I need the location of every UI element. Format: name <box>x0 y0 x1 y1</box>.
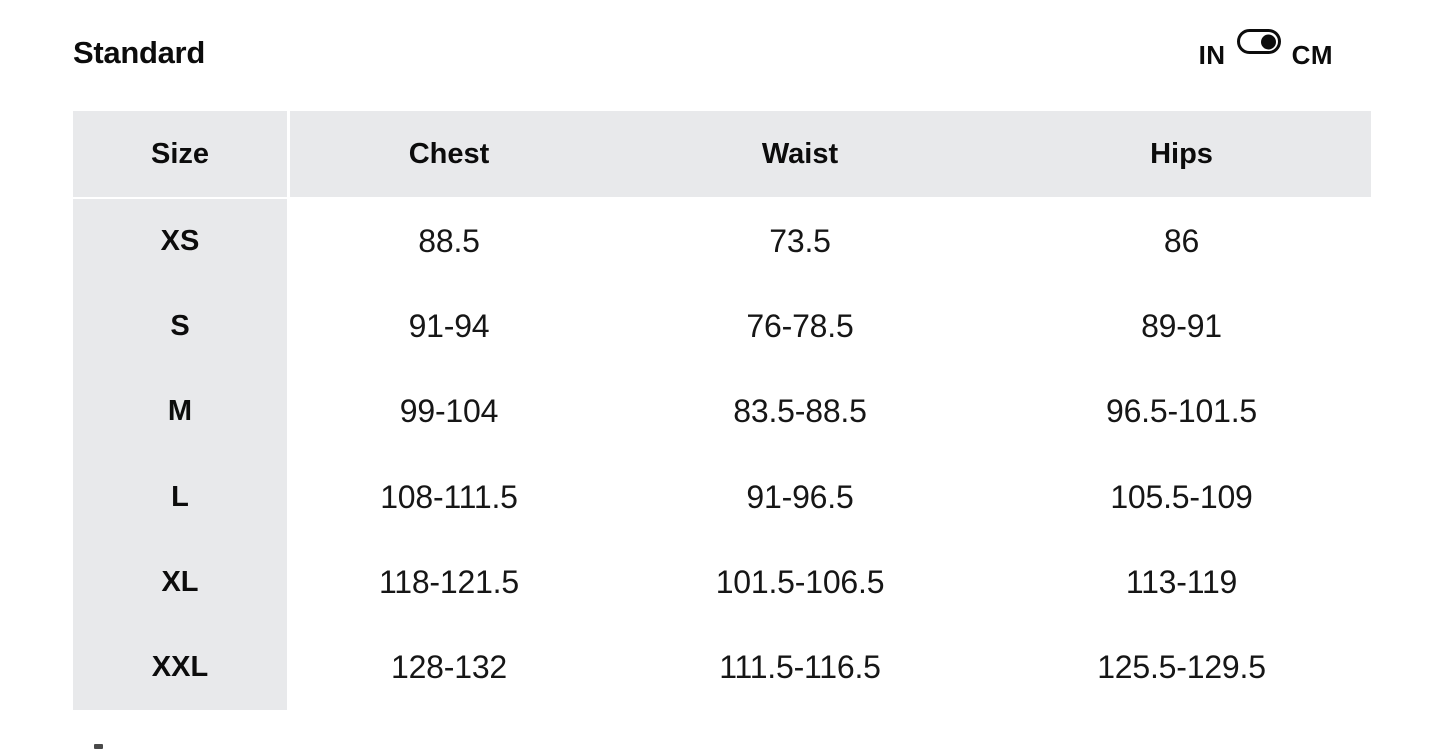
col-header-waist: Waist <box>761 137 839 170</box>
size-label-xxl: XXL <box>151 650 209 683</box>
size-label-l: L <box>171 480 189 513</box>
cell-xxl-chest: 128-132 <box>390 648 508 685</box>
col-header-chest: Chest <box>408 137 490 170</box>
size-label-xs: XS <box>160 225 200 258</box>
cell-s-hips: 89-91 <box>1141 308 1222 345</box>
unit-label-cm[interactable]: CM <box>1291 40 1333 70</box>
unit-label-in[interactable]: IN <box>1198 40 1226 70</box>
cell-xs-chest: 88.5 <box>418 223 480 260</box>
measurement-grid: 88.5 73.5 86 91-94 76-78.5 89-91 99-104 … <box>290 199 1371 710</box>
cell-m-waist: 83.5-88.5 <box>733 393 867 430</box>
table-body: XS S M L XL XXL 88.5 73.5 86 91-94 76-78… <box>73 199 1371 710</box>
cell-xl-waist: 101.5-106.5 <box>715 563 885 600</box>
header-cells: Chest Waist Hips <box>290 111 1371 197</box>
size-label-xl: XL <box>161 565 199 598</box>
cell-xl-hips: 113-119 <box>1125 563 1238 600</box>
cell-l-chest: 108-111.5 <box>380 478 518 515</box>
col-header-size: Size <box>73 111 287 197</box>
unit-toggle-group: IN CM <box>1199 29 1333 68</box>
table-header-row: Size Chest Waist Hips <box>73 111 1371 197</box>
cell-s-chest: 91-94 <box>408 308 490 345</box>
size-label-column: XS S M L XL XXL <box>73 199 287 710</box>
cell-l-waist: 91-96.5 <box>746 478 854 515</box>
size-label-m: M <box>167 395 193 428</box>
cutoff-text-fragment <box>94 744 103 749</box>
size-label-s: S <box>170 310 190 343</box>
size-chart-table: Size Chest Waist Hips XS S M L XL XXL 88… <box>73 111 1371 710</box>
cell-xxl-waist: 111.5-116.5 <box>719 648 881 685</box>
cell-s-waist: 76-78.5 <box>746 308 854 345</box>
cell-m-hips: 96.5-101.5 <box>1105 393 1258 430</box>
cell-l-hips: 105.5-109 <box>1110 478 1253 515</box>
cell-xxl-hips: 125.5-129.5 <box>1097 648 1266 685</box>
toggle-knob-icon <box>1261 34 1277 49</box>
cell-xl-chest: 118-121.5 <box>379 563 519 600</box>
cell-m-chest: 99-104 <box>399 393 499 430</box>
col-header-hips: Hips <box>1150 137 1213 170</box>
cell-xs-hips: 86 <box>1163 223 1200 260</box>
cell-xs-waist: 73.5 <box>769 223 831 260</box>
page-title: Standard <box>73 35 205 70</box>
unit-toggle-switch[interactable] <box>1236 29 1281 54</box>
